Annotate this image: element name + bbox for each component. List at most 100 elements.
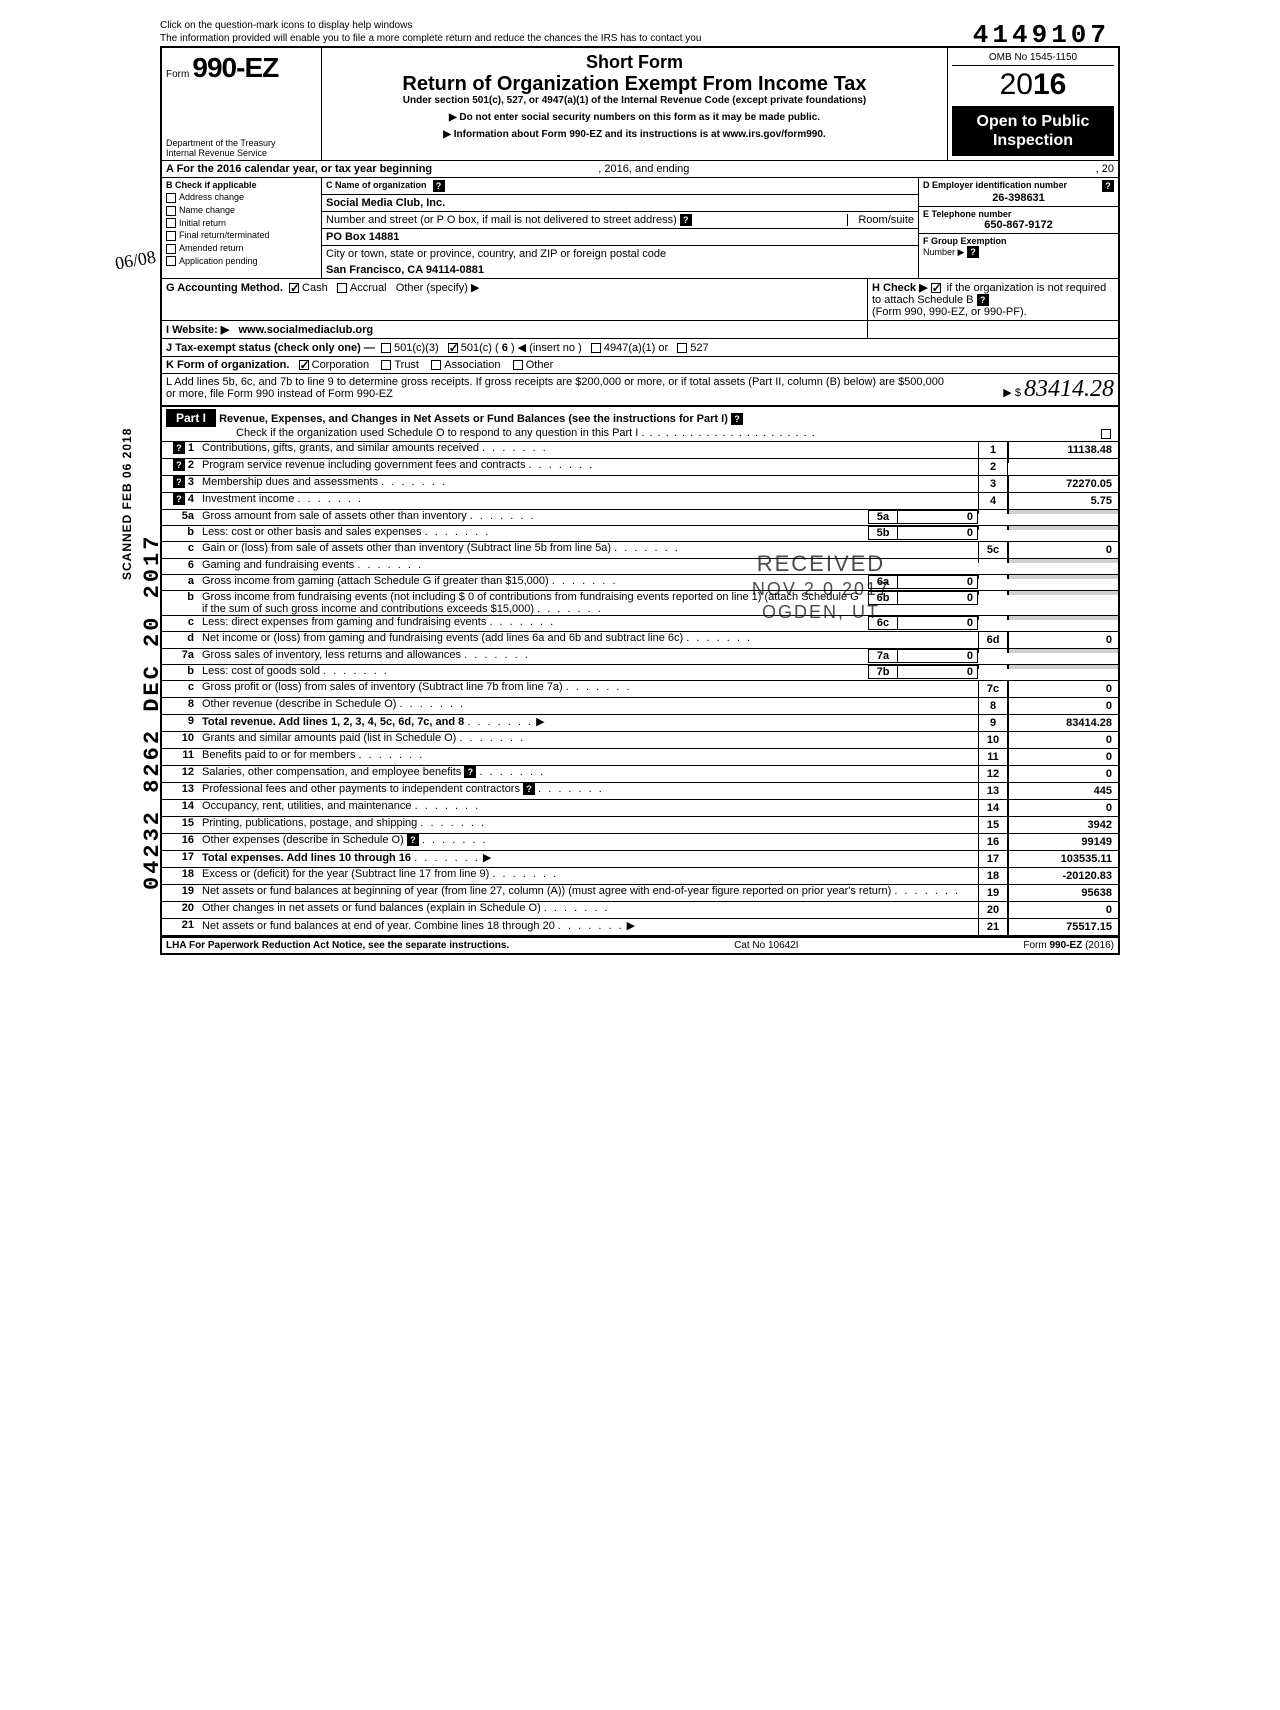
chk-cash[interactable] <box>289 283 299 293</box>
amount: 72270.05 <box>1008 476 1118 492</box>
help-icon[interactable]: ? <box>173 442 185 454</box>
amount: 103535.11 <box>1008 851 1118 867</box>
help-icon[interactable]: ? <box>523 783 535 795</box>
subtitle: Under section 501(c), 527, or 4947(a)(1)… <box>328 95 941 106</box>
line-19: 19Net assets or fund balances at beginni… <box>162 885 1118 902</box>
lbl-amended: Amended return <box>179 243 244 253</box>
help-icon[interactable]: ? <box>173 459 185 471</box>
box-number: 15 <box>978 817 1008 833</box>
line-18: 18Excess or (deficit) for the year (Subt… <box>162 868 1118 885</box>
box-number: 8 <box>978 698 1008 714</box>
chk-address-change[interactable] <box>166 193 176 203</box>
inner-box-label: 7b <box>868 665 898 679</box>
help-icon[interactable]: ? <box>173 476 185 488</box>
footer-left: LHA For Paperwork Reduction Act Notice, … <box>166 940 509 951</box>
room-label: Room/suite <box>847 214 914 226</box>
chk-assoc[interactable] <box>431 360 441 370</box>
line-17: 17Total expenses. Add lines 10 through 1… <box>162 851 1118 868</box>
chk-initial[interactable] <box>166 218 176 228</box>
help-icon[interactable]: ? <box>433 180 445 192</box>
org-name: Social Media Club, Inc. <box>326 197 445 209</box>
chk-accrual[interactable] <box>337 283 347 293</box>
line-9: 9Total revenue. Add lines 1, 2, 3, 4, 5c… <box>162 715 1118 732</box>
label-f: F Group Exemption <box>923 236 1007 246</box>
box-number: 4 <box>978 493 1008 509</box>
inner-box-value: 0 <box>898 616 978 630</box>
help-icon[interactable]: ? <box>967 246 979 258</box>
amount: 0 <box>1008 902 1118 918</box>
line-desc: Less: cost or other basis and sales expe… <box>202 526 868 538</box>
help-icon[interactable]: ? <box>173 493 185 505</box>
line-7a: 7aGross sales of inventory, less returns… <box>162 649 1118 665</box>
shaded-box <box>978 616 1008 620</box>
line-num: 20 <box>162 902 202 914</box>
line-num: ? 2 <box>162 459 202 471</box>
help-icon[interactable]: ? <box>407 834 419 846</box>
chk-part1-schedo[interactable] <box>1101 429 1111 439</box>
label-e: E Telephone number <box>923 209 1011 219</box>
help-icon[interactable]: ? <box>1102 180 1114 192</box>
line-desc: Gross profit or (loss) from sales of inv… <box>202 681 978 693</box>
website: www.socialmediaclub.org <box>238 324 373 336</box>
part-1-header: Part I Revenue, Expenses, and Changes in… <box>160 406 1120 442</box>
line-num: c <box>162 542 202 554</box>
chk-527[interactable] <box>677 343 687 353</box>
label-j: J Tax-exempt status (check only one) — <box>166 342 375 354</box>
line-desc: Other changes in net assets or fund bala… <box>202 902 978 914</box>
chk-final[interactable] <box>166 231 176 241</box>
line-desc: Occupancy, rent, utilities, and maintena… <box>202 800 978 812</box>
inner-box-value: 0 <box>898 649 978 663</box>
line-num: 21 <box>162 919 202 931</box>
help-icon[interactable]: ? <box>464 766 476 778</box>
line-num: 14 <box>162 800 202 812</box>
help-icon[interactable]: ? <box>977 294 989 306</box>
line-14: 14Occupancy, rent, utilities, and mainte… <box>162 800 1118 817</box>
help-icon[interactable]: ? <box>731 413 743 425</box>
shaded-amt <box>1008 526 1118 530</box>
info-url: ▶ Information about Form 990-EZ and its … <box>328 129 941 140</box>
line-21: 21Net assets or fund balances at end of … <box>162 919 1118 936</box>
line-16: 16Other expenses (describe in Schedule O… <box>162 834 1118 851</box>
shaded-amt <box>1008 616 1118 620</box>
chk-name-change[interactable] <box>166 206 176 216</box>
open-public: Open to Public Inspection <box>952 106 1114 156</box>
org-addr: PO Box 14881 <box>326 231 399 243</box>
line-desc: Other revenue (describe in Schedule O) .… <box>202 698 978 710</box>
label-city: City or town, state or province, country… <box>326 248 666 260</box>
line-desc: Professional fees and other payments to … <box>202 783 978 795</box>
box-number: 7c <box>978 681 1008 697</box>
org-city: San Francisco, CA 94114-0881 <box>326 264 484 276</box>
chk-corp[interactable] <box>299 360 309 370</box>
chk-other[interactable] <box>513 360 523 370</box>
line-desc: Less: cost of goods sold . . . . . . . <box>202 665 868 677</box>
line-num: d <box>162 632 202 644</box>
chk-trust[interactable] <box>381 360 391 370</box>
chk-501c3[interactable] <box>381 343 391 353</box>
ssn-warning: ▶ Do not enter social security numbers o… <box>328 112 941 123</box>
line-desc: Gross amount from sale of assets other t… <box>202 510 868 522</box>
box-number: 17 <box>978 851 1008 867</box>
amount: 445 <box>1008 783 1118 799</box>
help-icon[interactable]: ? <box>680 214 692 226</box>
section-a-label: A For the 2016 calendar year, or tax yea… <box>166 163 432 175</box>
box-number: 16 <box>978 834 1008 850</box>
lbl-501c: 501(c) ( <box>461 342 499 354</box>
line-num: b <box>162 665 202 677</box>
box-number: 18 <box>978 868 1008 884</box>
line-num: 17 <box>162 851 202 863</box>
box-number: 11 <box>978 749 1008 765</box>
chk-h[interactable] <box>931 283 941 293</box>
line-num: 18 <box>162 868 202 880</box>
line-20: 20Other changes in net assets or fund ba… <box>162 902 1118 919</box>
part-1-check: Check if the organization used Schedule … <box>236 427 638 439</box>
chk-pending[interactable] <box>166 256 176 266</box>
inner-box-label: 5b <box>868 526 898 540</box>
line-num: 10 <box>162 732 202 744</box>
line-desc: Program service revenue including govern… <box>202 459 978 471</box>
phone: 650-867-9172 <box>923 219 1114 231</box>
text-l: L Add lines 5b, 6c, and 7b to line 9 to … <box>166 376 944 400</box>
chk-4947[interactable] <box>591 343 601 353</box>
line-num: b <box>162 526 202 538</box>
chk-amended[interactable] <box>166 244 176 254</box>
chk-501c[interactable] <box>448 343 458 353</box>
